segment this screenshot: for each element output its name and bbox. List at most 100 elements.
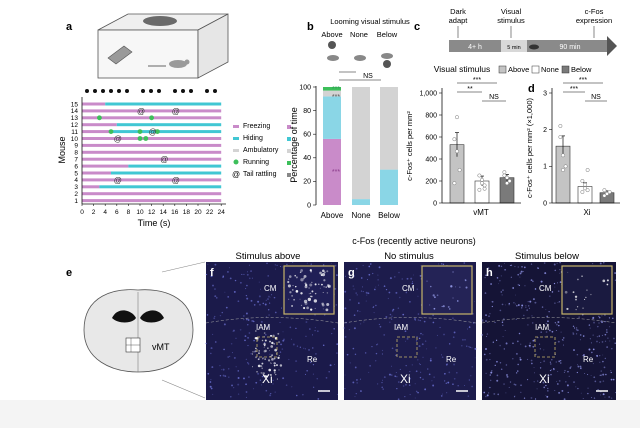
data-point <box>507 179 512 183</box>
panel-b-letter: b <box>307 21 314 33</box>
time-tick: 12 <box>148 209 156 216</box>
c-sig-top: *** <box>473 77 481 84</box>
data-point <box>502 170 507 175</box>
timeline-arrows <box>457 26 595 38</box>
d-ns: NS <box>591 94 601 101</box>
c-sig-mid: ** <box>467 86 473 93</box>
data-point <box>580 179 585 183</box>
ytick: 3 <box>543 90 547 97</box>
stacked-ytick: 0 <box>307 202 311 209</box>
mouse-label: 3 <box>74 184 78 191</box>
micrograph-g: No stimulus g CM IAM Re Xi <box>343 251 477 401</box>
mouse-label: 14 <box>71 108 79 115</box>
timeline-mouse-icon <box>529 44 539 50</box>
data-point <box>480 177 484 182</box>
time-tick: 18 <box>183 209 191 216</box>
data-point <box>561 153 565 158</box>
timeline-cfos-line2: expression <box>576 16 612 25</box>
raster-bar <box>116 123 222 127</box>
c-legend: Above None Below <box>498 65 592 74</box>
legend-running: Running <box>243 159 269 166</box>
legend-hiding: Hiding <box>243 135 263 142</box>
data-point <box>477 173 482 178</box>
mouse-label: 12 <box>71 122 79 129</box>
data-point <box>558 124 563 128</box>
running-marker <box>143 136 149 141</box>
c-ylabel: c-Fos⁺ cells per mm² <box>405 111 414 181</box>
panel-c-letter: c <box>414 21 420 33</box>
stacked-bar-segment <box>323 96 341 139</box>
c-legend-none: None <box>541 65 559 74</box>
raster-bar <box>111 171 222 175</box>
running-marker <box>155 129 160 135</box>
stacked-bar-segment <box>323 87 341 91</box>
raster-bar <box>82 150 222 154</box>
raster-bar <box>128 164 222 168</box>
d-sig-top: *** <box>579 77 587 84</box>
mouse-label: 2 <box>74 191 78 198</box>
xi-bar-chart <box>555 124 615 204</box>
time-tick: 16 <box>171 209 179 216</box>
raster-legend: Freezing Hiding Ambulatory Running @ Tai… <box>232 123 291 179</box>
mouse-label: 4 <box>74 177 78 184</box>
time-tick: 14 <box>160 209 168 216</box>
data-point <box>452 181 457 186</box>
micro-g-iam: IAM <box>394 323 409 332</box>
raster-bar <box>82 185 100 189</box>
tail-rattling-marker: @ <box>172 176 180 185</box>
micro-g-cm: CM <box>402 284 415 293</box>
timeline-seg2: 5 min <box>507 45 520 51</box>
data-point <box>558 135 563 139</box>
stacked-x-below: Below <box>378 211 400 220</box>
legend-ambulatory: Ambulatory <box>243 147 279 154</box>
micro-h-iam: IAM <box>535 323 550 332</box>
micro-f-letter: f <box>210 267 214 279</box>
micro-f-xi: Xi <box>262 372 273 386</box>
data-point <box>583 186 587 191</box>
tail-rattling-marker: @ <box>160 155 168 164</box>
ytick: 0 <box>433 200 437 207</box>
stacked-bar-segment <box>380 87 398 170</box>
stacked-ytick: 20 <box>303 179 311 186</box>
running-marker <box>97 115 102 121</box>
looming-title: Looming visual stimulus <box>330 17 410 26</box>
data-point <box>580 190 585 194</box>
stacked-ytick: 60 <box>303 132 311 139</box>
time-tick: 6 <box>115 209 119 216</box>
data-point <box>585 168 590 172</box>
stacked-ytick: 100 <box>299 84 311 91</box>
raster-bar <box>82 102 106 106</box>
raster-xlabel: Time (s) <box>138 218 171 228</box>
micro-title: c-Fos (recently active neurons) <box>352 236 476 246</box>
c-legend-below: Below <box>571 65 592 74</box>
data-point <box>585 188 590 193</box>
ytick: 800 <box>425 112 437 119</box>
tail-rattling-marker: @ <box>114 176 122 185</box>
stacked-x-none: None <box>351 211 371 220</box>
stacked-ytick: 40 <box>303 155 311 162</box>
raster-bar <box>82 123 117 127</box>
micro-h-letter: h <box>486 267 493 279</box>
timeline-dark-line2: adapt <box>449 16 469 25</box>
legend-tail-rattling: Tail rattling <box>243 171 277 178</box>
micro-f-title: Stimulus above <box>236 251 301 262</box>
time-tick: 8 <box>127 209 131 216</box>
micro-g-letter: g <box>348 267 355 279</box>
micro-h-cm: CM <box>539 284 552 293</box>
data-point <box>602 193 607 198</box>
raster-bar <box>82 130 111 134</box>
data-point <box>583 182 587 187</box>
ytick: 1,000 <box>419 90 437 97</box>
ytick: 2 <box>543 127 547 134</box>
raster-bar <box>82 109 222 113</box>
data-point <box>505 181 509 186</box>
micro-f-iam: IAM <box>256 323 271 332</box>
group-none: None <box>350 30 368 39</box>
stacked-bars <box>323 87 398 205</box>
group-above: Above <box>321 30 342 39</box>
tail-rattling-icon: @ <box>232 170 240 179</box>
raster-bar <box>82 178 222 182</box>
mouse-label: 15 <box>71 101 79 108</box>
ytick: 1 <box>543 164 547 171</box>
